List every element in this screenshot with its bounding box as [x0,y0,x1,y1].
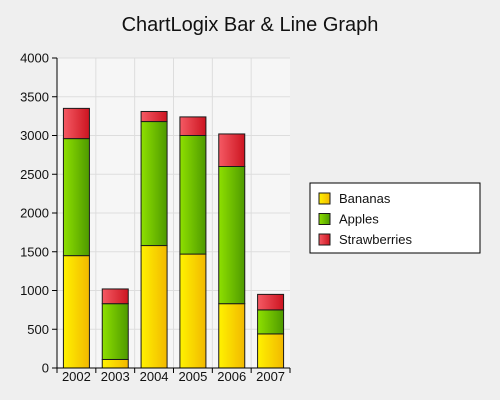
bar-apples-2007 [257,309,285,335]
y-tick-label: 2000 [20,206,49,221]
bar-apples-2005 [179,135,207,255]
bar-strawberries-2007 [257,293,285,311]
bar-bananas-2003 [101,358,129,369]
x-tick-label: 2006 [217,369,246,384]
legend-label-strawberries: Strawberries [339,232,412,247]
bar-strawberries-2002 [62,107,90,140]
legend: Bananas Apples Strawberries [309,182,481,254]
bar-apples-2002 [62,138,90,257]
bar-strawberries-2004 [140,110,168,123]
bar-apples-2003 [101,303,129,360]
y-tick-label: 3500 [20,89,49,104]
x-tick-label: 2007 [256,369,285,384]
y-tick-label: 4000 [20,51,49,66]
bar-apples-2004 [140,121,168,247]
y-tick-label: 3000 [20,128,49,143]
bar-strawberries-2003 [101,288,129,305]
legend-label-bananas: Bananas [339,191,391,206]
bar-bananas-2005 [179,253,207,369]
legend-swatch-bananas [318,192,331,205]
x-tick-label: 2002 [62,369,91,384]
axes: 0 500 1000 1500 2000 2500 3000 3500 4000 2002 2003… [20,51,291,384]
y-tick-label: 0 [42,361,49,376]
bar-apples-2006 [218,166,246,305]
grid [57,57,290,368]
legend-swatch-apples [318,213,331,225]
x-tick-label: 2003 [101,369,130,384]
legend-label-apples: Apples [339,212,379,227]
bar-strawberries-2006 [218,133,246,167]
y-tick-label: 500 [27,322,49,337]
bar-bananas-2007 [257,333,285,369]
y-tick-label: 2500 [20,167,49,182]
legend-swatch-strawberries [318,233,331,246]
y-tick-label: 1000 [20,283,49,298]
y-tick-label: 1500 [20,244,49,259]
bar-bananas-2002 [62,255,90,369]
bar-bananas-2004 [140,245,168,369]
legend-box [309,182,481,254]
bar-strawberries-2005 [179,116,207,137]
x-tick-label: 2005 [178,369,207,384]
bars [62,107,285,369]
bar-bananas-2006 [218,303,246,369]
x-tick-label: 2004 [140,369,169,384]
chart-title: ChartLogix Bar & Line Graph [121,14,379,36]
